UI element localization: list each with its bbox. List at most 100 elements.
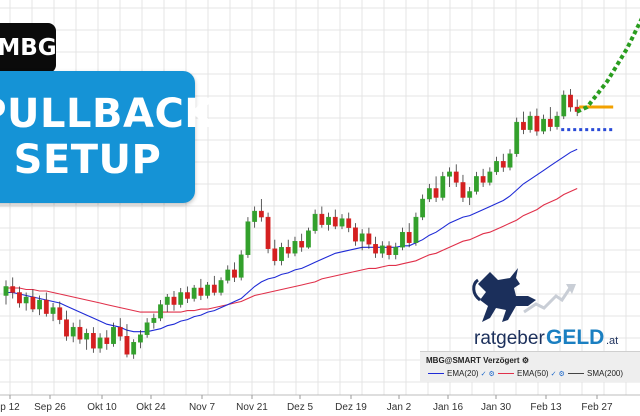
candle-up — [131, 342, 137, 355]
check-icon: ✓ — [480, 371, 487, 378]
candle-down — [265, 216, 271, 249]
setup-title-line2: SETUP — [13, 137, 162, 183]
candle-up — [144, 322, 150, 335]
candle-up — [218, 280, 224, 293]
projection-dotted-path — [576, 17, 640, 114]
bull-icon — [472, 268, 536, 322]
candle-up — [3, 286, 9, 296]
candle-down — [547, 118, 553, 127]
candle-down — [366, 233, 372, 245]
candle-up — [426, 188, 432, 200]
chart-grid — [0, 0, 640, 395]
candle-up — [400, 231, 405, 248]
candle-up — [507, 153, 513, 168]
candle-down — [90, 333, 96, 349]
ema50-line — [6, 187, 578, 313]
candle-down — [406, 231, 412, 243]
x-tick-label: Dez 19 — [335, 402, 367, 413]
logo-text-light: ratgeber — [474, 328, 545, 349]
candle-down — [534, 115, 540, 132]
ticker-badge: MBG — [0, 23, 57, 73]
candle-up — [541, 118, 547, 132]
x-tick-label: Nov 21 — [236, 402, 268, 413]
candle-down — [373, 244, 378, 254]
candle-up — [494, 161, 499, 173]
candle-down — [346, 218, 352, 228]
x-tick-label: Okt 10 — [87, 402, 117, 413]
logo-text-bold: GELD — [546, 326, 604, 349]
candle-down — [211, 284, 217, 293]
settings-icon[interactable]: ⚙ — [521, 356, 529, 365]
candle-up — [151, 317, 157, 323]
candle-up — [306, 230, 311, 248]
candle-up — [164, 296, 170, 305]
setup-title-line1: PULLBACK — [0, 91, 216, 137]
candle-down — [319, 213, 325, 225]
candle-down — [104, 337, 110, 344]
candle-down — [258, 210, 264, 218]
candle-down — [30, 296, 36, 310]
candle-down — [299, 241, 305, 248]
candle-down — [453, 171, 459, 183]
candle-down — [77, 326, 83, 340]
check-icon: ✓ — [550, 371, 557, 378]
candle-down — [117, 326, 123, 337]
projection-line — [576, 17, 640, 114]
candle-up — [420, 198, 426, 218]
candle-down — [521, 121, 526, 130]
candle-down — [285, 247, 291, 254]
settings-icon: ⚙ — [488, 371, 495, 378]
ema20-path — [6, 148, 578, 333]
x-tick-label: Okt 24 — [136, 402, 166, 413]
candle-up — [23, 296, 29, 304]
candle-up — [393, 247, 399, 255]
x-tick-label: Jan 16 — [433, 402, 463, 413]
candle-up — [238, 254, 244, 278]
candle-up — [84, 333, 90, 340]
candle-up — [487, 171, 493, 183]
candle-down — [500, 161, 506, 168]
candle-up — [359, 233, 365, 242]
candle-down — [232, 269, 237, 278]
candle-down — [568, 94, 573, 108]
candle-up — [158, 304, 163, 319]
candle-up — [447, 171, 452, 177]
legend-item-ema50[interactable]: EMA(50) ✓ ⚙ — [498, 369, 565, 378]
candle-down — [433, 188, 439, 198]
x-tick-label: Sep 26 — [34, 402, 66, 413]
x-tick-label: Jan 30 — [481, 402, 511, 413]
candle-down — [10, 286, 16, 293]
ema20-line — [6, 148, 578, 333]
legend-item-sma200[interactable]: SMA(200) — [568, 369, 623, 378]
candle-down — [57, 307, 63, 320]
growth-arrow-icon — [523, 284, 576, 314]
candlestick-series — [3, 88, 580, 359]
legend-title: MBG@SMART Verzögert ⚙ — [426, 356, 529, 365]
logo-text-suffix: .at — [606, 335, 618, 347]
candle-down — [124, 336, 130, 355]
candle-up — [97, 337, 103, 349]
candle-up — [379, 245, 385, 254]
candle-up — [111, 326, 116, 344]
candle-up — [245, 221, 251, 255]
candle-down — [17, 292, 22, 304]
legend-item-ema20[interactable]: EMA(20) ✓ ⚙ — [428, 369, 495, 378]
candle-up — [312, 213, 318, 231]
candle-up — [413, 216, 419, 243]
candle-down — [185, 292, 190, 299]
candle-up — [554, 115, 560, 127]
x-tick-label: Dez 5 — [287, 402, 314, 413]
candle-down — [386, 245, 392, 255]
x-axis-ticks: p 12 Sep 26 Okt 10 Okt 24 Nov 7 Nov 21 Dez 5 De… — [0, 395, 613, 413]
candle-up — [191, 287, 197, 299]
x-tick-label: Feb 13 — [530, 402, 562, 413]
candle-up — [440, 176, 446, 198]
ema50-path — [6, 187, 578, 313]
candle-up — [205, 284, 210, 296]
candle-down — [64, 319, 69, 337]
candle-down — [198, 287, 204, 296]
candle-down — [43, 299, 49, 314]
ratgeber-geld-logo: ratgeber GELD .at — [472, 268, 618, 349]
candle-up — [70, 326, 76, 337]
x-tick-label: Jan 2 — [387, 402, 412, 413]
